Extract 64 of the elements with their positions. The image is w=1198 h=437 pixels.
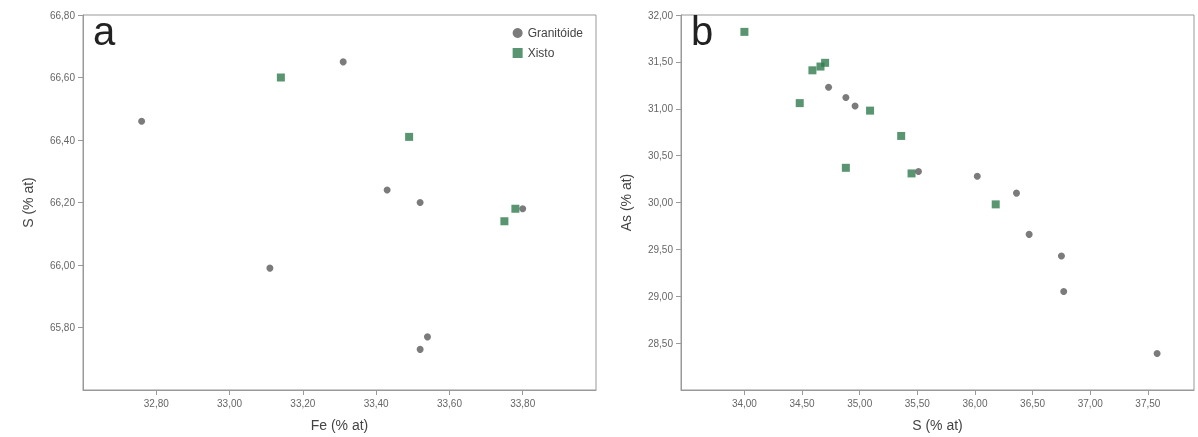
point — [1025, 230, 1033, 238]
point — [866, 106, 875, 115]
point — [1057, 252, 1065, 260]
point — [907, 169, 916, 178]
y-tick-label: 32,00 — [647, 9, 674, 21]
x-tick-label: 36,50 — [1020, 397, 1046, 409]
x-tick-label: 34,50 — [789, 397, 815, 409]
y-tick-label: 66,00 — [49, 259, 76, 271]
point — [519, 205, 527, 213]
x-tick-label: 35,00 — [847, 397, 873, 409]
y-tick-label: 65,80 — [49, 322, 76, 333]
y-tick-label: 30,00 — [647, 197, 674, 208]
point — [405, 132, 414, 141]
legend-label: Xisto — [527, 46, 555, 60]
x-tick-label: 36,00 — [962, 397, 988, 409]
point — [1153, 349, 1161, 357]
x-tick-label: 33,40 — [363, 397, 390, 409]
point — [339, 58, 347, 66]
point — [973, 172, 981, 180]
point — [821, 58, 830, 67]
x-tick-label: 33,60 — [436, 397, 463, 409]
point — [825, 83, 833, 91]
point — [423, 333, 431, 341]
point — [276, 73, 285, 82]
y-tick-label: 30,50 — [647, 150, 674, 162]
y-tick-label: 28,50 — [647, 337, 674, 349]
point — [842, 94, 850, 101]
point — [841, 163, 850, 172]
y-tick-label: 31,00 — [647, 103, 674, 115]
y-tick-label: 66,40 — [49, 134, 76, 146]
y-tick-label: 66,20 — [49, 197, 76, 208]
point — [808, 66, 817, 75]
x-tick-label: 33,20 — [290, 397, 316, 409]
x-tick-label: 33,00 — [217, 397, 243, 409]
point — [138, 117, 146, 125]
x-tick-label: 35,50 — [904, 397, 931, 409]
x-axis-title: S (% at) — [912, 417, 963, 433]
x-tick-label: 33,80 — [510, 397, 536, 409]
y-tick-label: 29,00 — [647, 290, 674, 302]
point — [795, 99, 804, 108]
y-tick-label: 29,50 — [647, 243, 674, 255]
x-axis-title: Fe (% at) — [310, 417, 369, 433]
point — [511, 204, 520, 213]
x-tick-label: 37,50 — [1135, 397, 1161, 409]
y-tick-label: 31,50 — [647, 56, 674, 68]
y-tick-label: 66,60 — [49, 72, 76, 83]
y-tick-label: 66,80 — [49, 9, 76, 21]
y-axis-title: As (% at) — [618, 173, 634, 232]
x-tick-label: 34,00 — [731, 397, 758, 409]
point — [991, 200, 1000, 209]
point — [897, 131, 906, 140]
chart-title: a — [93, 9, 116, 53]
point — [500, 217, 509, 226]
y-axis-title: S (% at) — [20, 177, 36, 228]
point — [1012, 189, 1020, 197]
point — [266, 264, 274, 272]
point — [740, 27, 749, 36]
x-tick-label: 32,80 — [143, 397, 170, 409]
point — [1060, 288, 1068, 296]
point — [416, 345, 424, 353]
point — [416, 199, 424, 206]
x-tick-label: 37,00 — [1077, 397, 1104, 409]
legend-label: Granitóide — [527, 26, 584, 40]
chart-title: b — [691, 9, 714, 53]
